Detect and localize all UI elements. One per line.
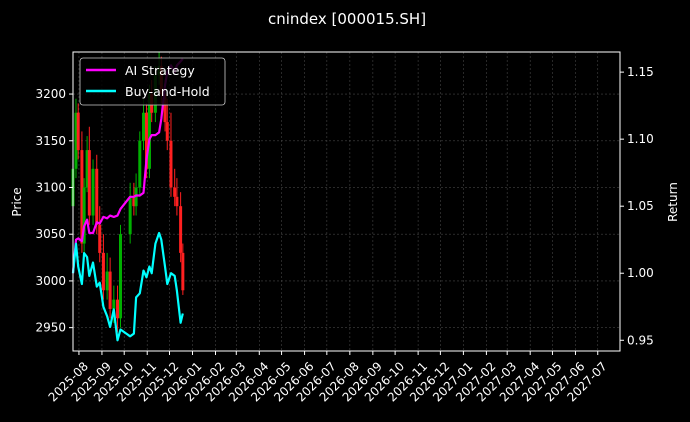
candle-body <box>134 187 138 207</box>
right-tick-label: 1.15 <box>627 65 654 79</box>
candle-body <box>142 112 146 141</box>
candle-body <box>91 168 95 216</box>
left-tick-label: 2950 <box>35 321 66 335</box>
candle-body <box>179 206 183 253</box>
candle-body <box>163 94 167 123</box>
candle-body <box>138 140 142 188</box>
left-tick-label: 3150 <box>35 134 66 148</box>
legend-label-ai-strategy: AI Strategy <box>125 63 195 78</box>
right-tick-label: 1.10 <box>627 132 654 146</box>
y-axis-label-right: Return <box>666 182 680 222</box>
chart-title: cnindex [000015.SH] <box>268 10 426 28</box>
candle-body <box>132 196 136 207</box>
candle-body <box>112 299 116 309</box>
candle-body <box>173 187 177 197</box>
candle-body <box>105 271 109 291</box>
left-tick-label: 3000 <box>35 274 66 288</box>
candle-body <box>147 94 151 169</box>
y-axis-label-left: Price <box>10 187 24 216</box>
left-tick-label: 3100 <box>35 180 66 194</box>
candle-body <box>101 252 105 291</box>
candle-body <box>74 112 78 169</box>
candle-body <box>144 112 148 169</box>
candle-body <box>181 252 185 291</box>
candle-body <box>119 234 123 319</box>
candle-body <box>82 187 86 244</box>
candle-body <box>80 150 84 244</box>
candle-body <box>175 196 179 207</box>
candle-body <box>95 168 99 225</box>
legend: AI Strategy Buy-and-Hold <box>79 57 226 106</box>
line-buy-and-hold <box>71 231 184 342</box>
right-tick-label: 1.05 <box>627 199 654 213</box>
plot-frame <box>72 51 621 352</box>
candle-body <box>76 112 80 151</box>
left-tick-label: 3050 <box>35 227 66 241</box>
candle-body <box>108 271 112 309</box>
candle-body <box>98 224 102 253</box>
candle-body <box>165 122 169 141</box>
right-tick-label: 0.95 <box>627 333 654 347</box>
right-axis: 0.95 1.00 1.05 1.10 1.15 <box>620 65 654 347</box>
candle-body <box>128 196 132 235</box>
candle-body <box>85 150 89 188</box>
left-tick-label: 3200 <box>35 87 66 101</box>
candle-body <box>169 140 173 188</box>
right-tick-label: 1.00 <box>627 266 654 280</box>
legend-label-buy-and-hold: Buy-and-Hold <box>125 84 210 99</box>
left-axis: 2950 3000 3050 3100 3150 3200 <box>35 87 73 335</box>
legend-box <box>79 57 226 106</box>
candle-body <box>116 299 120 319</box>
candle-body <box>87 150 91 216</box>
